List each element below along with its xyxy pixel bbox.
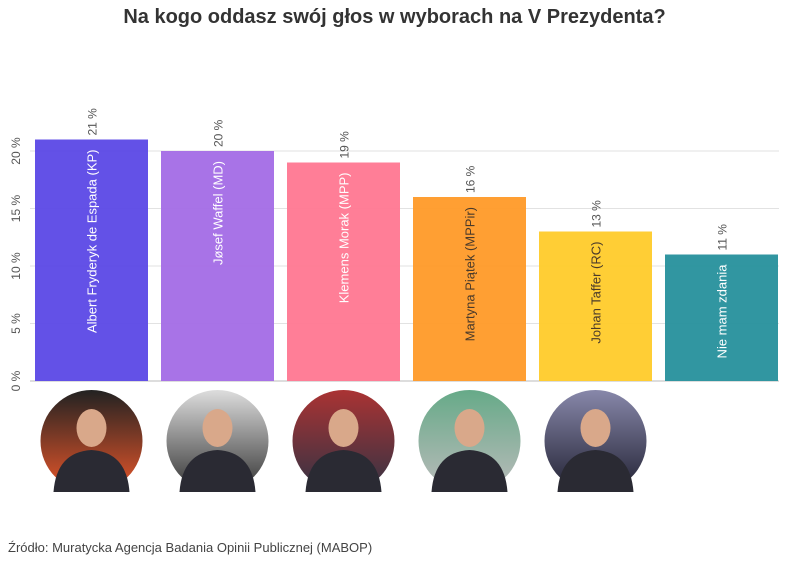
bar [35,139,148,381]
y-tick-label: 5 % [9,313,23,334]
bar-category-label: Nie mam zdania [715,264,730,359]
candidate-face [328,409,359,447]
candidate-suit [305,450,382,492]
candidate-suit [53,450,130,492]
bar [413,197,526,381]
y-tick-label: 10 % [9,252,23,280]
bar-value-label: 21 % [86,108,100,136]
bar-category-label: Johan Taffer (RC) [589,242,604,344]
y-tick-label: 20 % [9,137,23,165]
candidate-face [454,409,485,447]
candidate-suit [431,450,508,492]
bar-category-label: Albert Fryderyk de Espada (KP) [85,150,100,334]
bar-chart: 0 % 5 % 10 % 15 % 20 % Albert Fryderyk de Esp… [9,108,779,492]
candidate-face [76,409,107,447]
bar-value-label: 16 % [464,165,478,193]
chart-title: Na kogo oddasz swój głos w wyborach na V… [123,6,666,28]
source-note: Źródło: Muratycka Agencja Badania Opinii… [8,540,373,555]
bar-category-label: Martyna Piątek (MPPir) [463,207,478,341]
candidate-suit [179,450,256,492]
bar-category-label: Jøsef Waffel (MD) [211,161,226,265]
y-tick-label: 15 % [9,194,23,222]
bar [161,151,274,381]
bar-category-label: Klemens Morak (MPP) [337,173,352,304]
bar-value-label: 20 % [212,119,226,147]
bar-value-label: 13 % [590,200,604,228]
candidate-face [202,409,233,447]
bar [287,162,400,381]
candidate-suit [557,450,634,492]
candidate-face [580,409,611,447]
y-tick-label: 0 % [9,370,23,391]
bar [539,231,652,381]
bar-value-label: 11 % [716,224,730,251]
bar [665,254,778,381]
bar-value-label: 19 % [338,131,352,159]
